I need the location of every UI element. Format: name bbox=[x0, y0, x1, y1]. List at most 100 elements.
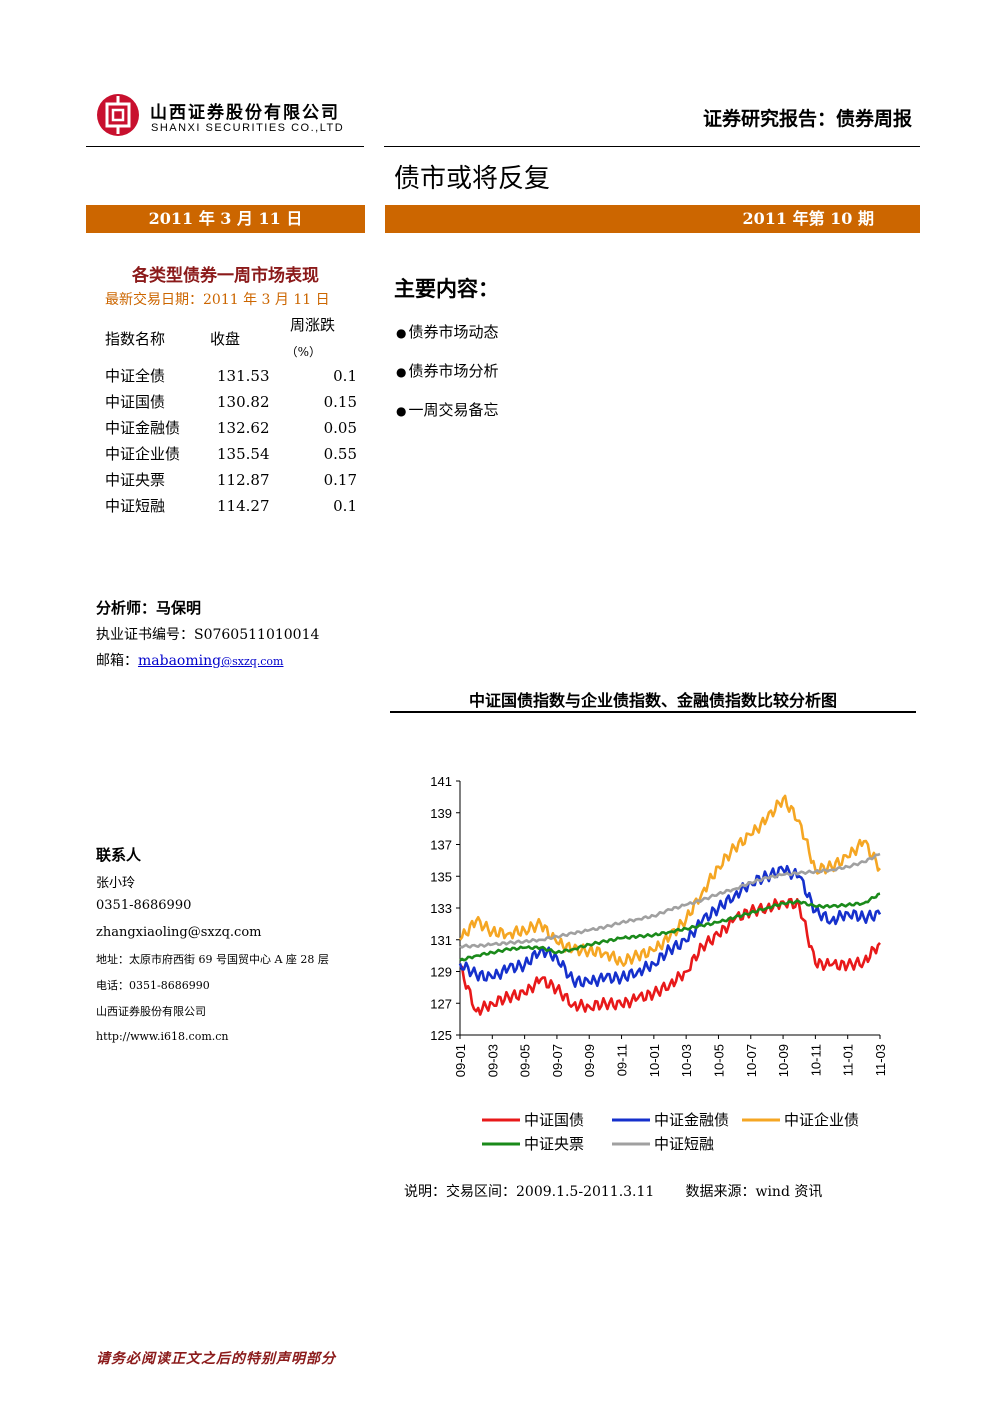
legend-label: 中证央票 bbox=[524, 1135, 584, 1153]
x-tick-label: 10-05 bbox=[711, 1044, 726, 1077]
index-close: 130.82 bbox=[217, 393, 270, 411]
contact-website: http://www.i618.com.cn bbox=[96, 1030, 229, 1043]
table-header: 指数名称 收盘 周涨跌 （%） bbox=[105, 313, 357, 363]
x-tick-label: 11-01 bbox=[841, 1044, 856, 1076]
contact-phone: 0351-8686990 bbox=[96, 898, 192, 913]
index-change: 0.05 bbox=[323, 419, 357, 437]
col-close-header: 收盘 bbox=[210, 330, 241, 348]
contact-email: zhangxiaoling@sxzq.com bbox=[96, 925, 262, 940]
email-label: 邮箱： bbox=[96, 653, 138, 669]
y-tick-label: 137 bbox=[430, 838, 452, 853]
report-title: 债市或将反复 bbox=[394, 164, 551, 194]
contents-item-label: 债券市场动态 bbox=[408, 323, 499, 341]
email-user: mabaoming bbox=[138, 653, 222, 669]
series-line bbox=[458, 794, 881, 967]
table-row: 中证短融 114.27 0.1 bbox=[105, 493, 357, 519]
index-change: 0.55 bbox=[323, 445, 357, 463]
report-type: 证券研究报告：债券周报 bbox=[702, 108, 912, 130]
x-tick-label: 09-05 bbox=[518, 1044, 533, 1077]
series-line bbox=[459, 897, 881, 1016]
index-name: 中证金融债 bbox=[105, 419, 181, 437]
x-tick-label: 10-09 bbox=[776, 1044, 791, 1077]
header-divider-right bbox=[384, 146, 920, 147]
index-close: 112.87 bbox=[217, 471, 270, 489]
contact-company: 山西证券股份有限公司 bbox=[96, 1005, 206, 1018]
company-logo bbox=[97, 94, 139, 136]
legend-label: 中证国债 bbox=[524, 1111, 584, 1129]
index-close: 131.53 bbox=[217, 367, 270, 385]
y-tick-label: 131 bbox=[430, 933, 452, 948]
analyst-name: 分析师：马保明 bbox=[96, 599, 202, 617]
col-change-unit: （%） bbox=[285, 345, 321, 359]
x-tick-label: 09-09 bbox=[582, 1044, 597, 1077]
series-line bbox=[459, 852, 881, 949]
index-close: 132.62 bbox=[217, 419, 270, 437]
disclaimer: 请务必阅读正文之后的特别声明部分 bbox=[96, 1351, 336, 1367]
header-divider-left bbox=[86, 146, 364, 147]
col-name-header: 指数名称 bbox=[105, 330, 166, 348]
contact-tel: 电话：0351-8686990 bbox=[96, 979, 210, 992]
y-tick-label: 133 bbox=[430, 901, 452, 916]
contact-address: 地址：太原市府西街 69 号国贸中心 A 座 28 层 bbox=[96, 953, 329, 966]
series-line bbox=[458, 864, 882, 988]
index-name: 中证全债 bbox=[105, 367, 166, 385]
company-name-en: SHANXI SECURITIES CO.,LTD bbox=[151, 122, 345, 134]
y-tick-label: 141 bbox=[430, 774, 452, 789]
index-name: 中证短融 bbox=[105, 497, 166, 515]
x-tick-label: 09-03 bbox=[485, 1044, 500, 1077]
y-tick-label: 135 bbox=[430, 869, 452, 884]
chart-note: 说明：交易区间：2009.1.5-2011.3.11 数据来源：wind 资讯 bbox=[404, 1184, 823, 1200]
contact-name: 张小玲 bbox=[96, 876, 136, 891]
market-date: 最新交易日期：2011 年 3 月 11 日 bbox=[105, 292, 330, 308]
bullet-dot-icon: ● bbox=[396, 326, 407, 340]
table-row: 中证企业债 135.54 0.55 bbox=[105, 441, 357, 467]
index-change: 0.15 bbox=[323, 393, 357, 411]
index-name: 中证央票 bbox=[105, 471, 166, 489]
legend-label: 中证金融债 bbox=[654, 1111, 729, 1129]
index-change: 0.17 bbox=[323, 471, 357, 489]
index-change: 0.1 bbox=[333, 367, 357, 385]
main-contents-heading: 主要内容： bbox=[394, 277, 499, 301]
issue-band: 2011 年第 10 期 bbox=[385, 205, 920, 233]
y-tick-label: 125 bbox=[430, 1028, 452, 1043]
y-tick-label: 127 bbox=[430, 996, 452, 1011]
contents-item-label: 一周交易备忘 bbox=[408, 401, 499, 419]
bullet-dot-icon: ● bbox=[396, 365, 407, 379]
date-band: 2011 年 3 月 11 日 bbox=[86, 205, 365, 233]
market-table-title: 各类型债券一周市场表现 bbox=[132, 266, 319, 286]
email-link[interactable]: mabaoming@sxzq.com bbox=[138, 653, 284, 669]
x-tick-label: 09-11 bbox=[615, 1044, 630, 1076]
x-tick-label: 10-07 bbox=[744, 1044, 759, 1077]
index-close: 135.54 bbox=[217, 445, 270, 463]
x-tick-label: 10-03 bbox=[679, 1044, 694, 1077]
contents-item: ● 债券市场分析 bbox=[396, 360, 499, 381]
x-tick-label: 10-11 bbox=[808, 1044, 823, 1076]
analyst-cert: 执业证书编号：S0760511010014 bbox=[96, 627, 320, 643]
series-line bbox=[459, 892, 881, 962]
col-change-header: 周涨跌 bbox=[289, 316, 335, 334]
y-tick-label: 129 bbox=[430, 965, 452, 980]
y-tick-label: 139 bbox=[430, 806, 452, 821]
chart-title: 中证国债指数与企业债指数、金融债指数比较分析图 bbox=[468, 691, 837, 710]
contents-item: ● 一周交易备忘 bbox=[396, 399, 499, 420]
x-tick-label: 09-01 bbox=[453, 1044, 468, 1077]
x-tick-label: 09-07 bbox=[550, 1044, 565, 1077]
table-row: 中证金融债 132.62 0.05 bbox=[105, 415, 357, 441]
contents-item-label: 债券市场分析 bbox=[408, 362, 499, 380]
bullet-dot-icon: ● bbox=[396, 404, 407, 418]
email-domain: @sxzq.com bbox=[221, 655, 284, 668]
contact-heading: 联系人 bbox=[96, 846, 142, 864]
analyst-email: 邮箱：mabaoming@sxzq.com bbox=[96, 650, 284, 670]
index-change: 0.1 bbox=[333, 497, 357, 515]
legend-label: 中证企业债 bbox=[784, 1111, 859, 1129]
contents-item: ● 债券市场动态 bbox=[396, 321, 499, 342]
index-close: 114.27 bbox=[217, 497, 270, 515]
company-name-cn: 山西证券股份有限公司 bbox=[150, 103, 340, 123]
index-name: 中证国债 bbox=[105, 393, 166, 411]
table-row: 中证央票 112.87 0.17 bbox=[105, 467, 357, 493]
table-row: 中证全债 131.53 0.1 bbox=[105, 363, 357, 389]
market-table: 指数名称 收盘 周涨跌 （%） 中证全债 131.53 0.1 中证国债 130… bbox=[105, 313, 357, 519]
index-name: 中证企业债 bbox=[105, 445, 181, 463]
x-tick-label: 11-03 bbox=[873, 1044, 888, 1076]
